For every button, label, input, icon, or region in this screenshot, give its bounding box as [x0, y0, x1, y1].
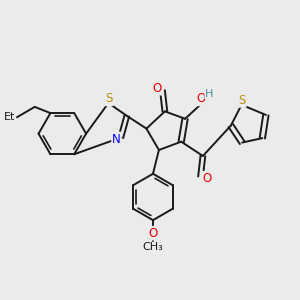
Text: O: O: [196, 92, 206, 105]
Text: Et: Et: [4, 112, 15, 122]
Text: H: H: [205, 88, 214, 98]
Text: O: O: [202, 172, 212, 185]
Text: O: O: [148, 227, 158, 240]
Text: CH₃: CH₃: [142, 242, 163, 253]
Text: O: O: [152, 82, 162, 95]
Text: S: S: [238, 94, 246, 107]
Text: N: N: [112, 133, 121, 146]
Text: S: S: [105, 92, 113, 105]
